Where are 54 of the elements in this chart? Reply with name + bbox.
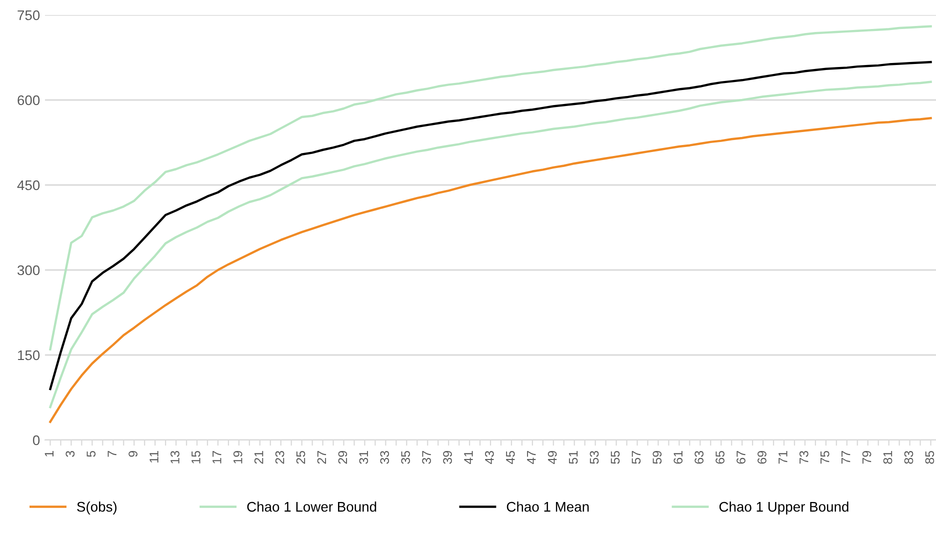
x-tick-label: 25 [296,450,306,464]
x-tick-label: 49 [548,451,557,464]
legend-label: Chao 1 Upper Bound [719,502,848,514]
line-series [49,25,932,350]
x-tick-label: 43 [485,450,494,464]
y-tick-label: 600 [18,95,40,106]
x-tick-label: 17 [212,451,222,464]
x-tick-label: 35 [401,450,410,464]
x-tick-label: 73 [799,450,808,464]
x-tick-label: 31 [359,451,368,464]
x-tick-label: 67 [736,451,746,464]
x-tick-label: 65 [716,450,724,464]
y-tick-label: 750 [18,10,40,20]
x-tick-label: 39 [443,451,452,464]
x-tick-label: 27 [317,451,326,464]
x-tick-label: 29 [338,451,348,464]
x-tick-label: 83 [904,450,914,464]
x-tick-label: 5 [86,450,96,457]
x-tick-label: 79 [862,451,872,464]
x-tick-label: 19 [233,451,242,464]
x-tick-label: 85 [925,450,934,464]
x-tick-label: 37 [422,451,431,464]
x-tick-label: 55 [610,450,620,464]
x-tick-label: 45 [506,450,515,464]
x-tick-label: 33 [380,450,390,464]
x-tick-label: 11 [150,451,158,462]
legend-label: Chao 1 Mean [506,502,589,512]
legend-label: S(obs) [77,502,117,514]
x-tick-label: 77 [842,451,850,464]
x-tick-label: 71 [778,451,788,464]
y-tick-label: 450 [17,180,40,190]
y-tick-label: 300 [18,265,40,276]
x-tick-label: 9 [128,451,138,457]
x-tick-label: 41 [464,451,473,464]
legend-label: Chao 1 Lower Bound [247,502,376,512]
y-tick-label: 150 [18,350,40,360]
x-tick-label: 59 [652,451,662,464]
x-tick-label: 57 [632,451,641,464]
x-tick-label: 81 [883,451,892,464]
x-tick-label: 63 [694,450,704,464]
x-tick-label: 1 [44,451,54,456]
x-tick-label: 3 [66,450,75,457]
x-tick-label: 15 [192,450,200,464]
x-tick-label: 23 [275,450,284,464]
x-tick-label: 75 [820,450,830,464]
x-tick-label: 51 [568,451,578,464]
x-tick-label: 69 [758,451,766,464]
x-tick-label: 61 [674,451,683,464]
x-tick-label: 47 [527,451,536,464]
x-tick-label: 13 [170,450,180,464]
x-tick-label: 7 [108,451,116,457]
x-tick-label: 53 [590,450,599,464]
y-tick-label: 0 [32,435,40,446]
x-tick-label: 21 [254,451,264,464]
